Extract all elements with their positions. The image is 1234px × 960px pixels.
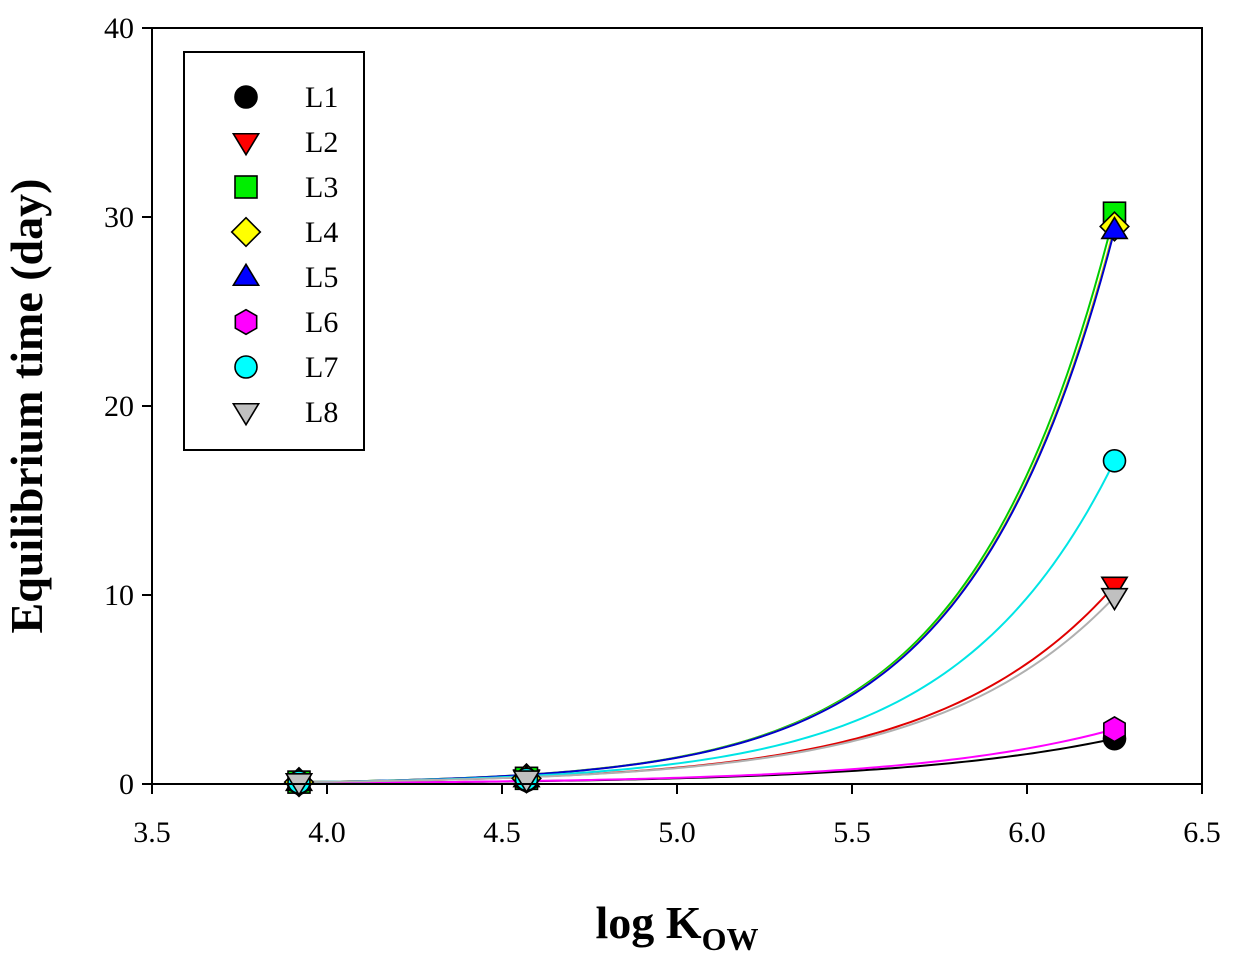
x-tick-label: 4.0 <box>308 816 346 849</box>
legend-marker-l8 <box>231 402 261 427</box>
legend: L1 L2 L3 L4 L5 L6 L7 L8 <box>183 51 365 451</box>
fit-curves <box>298 212 1116 785</box>
x-tick-label: 5.5 <box>833 816 871 849</box>
legend-box <box>183 51 365 451</box>
legend-label-l6: L6 <box>305 306 338 339</box>
legend-marker-l4 <box>230 216 262 248</box>
fit-curve-l5 <box>298 229 1116 784</box>
x-axis-title-main: log K <box>596 897 702 948</box>
data-point-l5 <box>1100 216 1129 240</box>
legend-marker-l7 <box>234 355 258 379</box>
fit-curve-l4 <box>298 226 1116 784</box>
x-tick-label: 4.5 <box>483 816 521 849</box>
legend-label-l4: L4 <box>305 216 338 249</box>
y-tick-label: 20 <box>104 390 134 423</box>
fit-curve-l8 <box>298 596 1116 784</box>
x-axis-ticks: 3.5 4.0 4.5 5.0 5.5 6.0 6.5 <box>133 784 1221 849</box>
y-axis-title: Equilibrium time (day) <box>1 179 52 634</box>
y-tick-label: 10 <box>104 579 134 612</box>
fit-curve-l7 <box>298 460 1116 784</box>
fit-curve-l6 <box>298 728 1115 785</box>
legend-marker-l2 <box>231 132 261 157</box>
fit-curve-l3 <box>298 212 1116 784</box>
data-point-l8 <box>512 770 541 794</box>
legend-marker-l1 <box>234 85 258 109</box>
x-tick-label: 6.0 <box>1008 816 1046 849</box>
legend-label-l2: L2 <box>305 126 338 159</box>
x-tick-label: 5.0 <box>658 816 696 849</box>
legend-marker-l3 <box>234 175 258 199</box>
y-tick-label: 30 <box>104 201 134 234</box>
legend-label-l7: L7 <box>305 351 338 384</box>
legend-label-l1: L1 <box>305 81 338 114</box>
data-point-l6 <box>1103 715 1126 743</box>
data-point-l8 <box>1100 587 1129 612</box>
x-axis-title: log KOW <box>596 897 759 957</box>
data-points <box>283 201 1130 798</box>
x-axis-title-subscript: OW <box>702 921 759 957</box>
data-point-l2 <box>1100 576 1129 600</box>
legend-label-l3: L3 <box>305 171 338 204</box>
legend-marker-l5 <box>231 262 261 287</box>
y-axis-ticks: 0 10 20 30 40 <box>104 12 152 801</box>
legend-label-l5: L5 <box>305 261 338 294</box>
x-tick-label: 3.5 <box>133 816 171 849</box>
data-point-l7 <box>1102 449 1127 473</box>
legend-label-l8: L8 <box>305 396 338 429</box>
y-tick-label: 40 <box>104 12 134 45</box>
x-tick-label: 6.5 <box>1183 816 1221 849</box>
y-tick-label: 0 <box>119 768 134 801</box>
legend-marker-l6 <box>234 308 258 336</box>
